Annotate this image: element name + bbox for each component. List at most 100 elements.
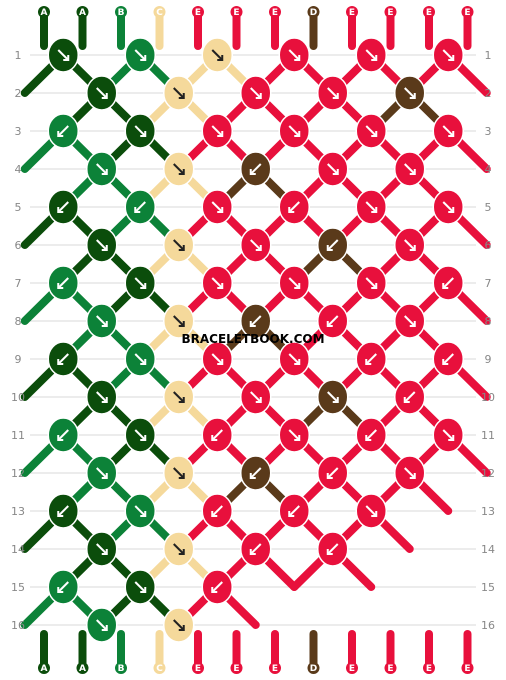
knot-arrowhead-icon xyxy=(211,435,218,441)
knot-arrow-icon xyxy=(96,87,108,99)
knot-arrowhead-icon xyxy=(249,473,256,479)
knot-arrow-icon xyxy=(404,315,416,327)
row-number-left: 14 xyxy=(11,543,25,556)
knot-arrowhead-icon xyxy=(249,549,256,555)
knot-arrow-icon xyxy=(96,467,108,479)
knot-arrow-icon xyxy=(404,239,416,251)
knot-arrowhead-icon xyxy=(365,359,372,365)
strand-letter-bottom: C xyxy=(156,664,163,674)
knot-arrow-icon xyxy=(250,315,262,327)
strand-badge xyxy=(192,662,204,674)
strand-letter-top: B xyxy=(118,8,125,18)
strand-badge xyxy=(230,6,243,18)
knot-arrow-icon xyxy=(404,467,416,479)
strand-badge xyxy=(115,6,127,18)
strand-badge xyxy=(307,662,320,674)
knot-arrowhead-icon xyxy=(294,435,301,441)
knot-arrowhead-icon xyxy=(332,169,339,175)
knot-arrow-icon xyxy=(57,429,69,441)
knot-arrowhead-icon xyxy=(101,93,108,99)
knot-arrowhead-icon xyxy=(448,55,455,61)
strand-badge xyxy=(38,6,50,18)
strand-badge xyxy=(153,6,166,18)
strand-badge xyxy=(423,6,435,18)
knot-arrowhead-icon xyxy=(288,207,295,213)
strand-badge xyxy=(192,6,204,18)
knot-arrow-icon xyxy=(250,391,262,403)
row-number-left: 2 xyxy=(15,87,22,100)
knot-arrow-icon xyxy=(57,125,69,137)
row-number-left: 9 xyxy=(15,353,22,366)
knot-arrow-icon xyxy=(96,543,108,555)
knot-arrowhead-icon xyxy=(294,283,301,289)
row-number-right: 11 xyxy=(481,429,495,442)
knot-arrowhead-icon xyxy=(448,131,455,137)
knot-arrow-icon xyxy=(250,163,262,175)
knot-arrowhead-icon xyxy=(134,207,141,213)
row-number-right: 10 xyxy=(481,391,495,404)
strand-letter-top: C xyxy=(156,8,163,18)
row-number-left: 12 xyxy=(11,467,25,480)
row-number-left: 6 xyxy=(15,239,22,252)
strand-letter-top: E xyxy=(233,8,239,18)
knot-arrow-icon xyxy=(57,49,69,61)
knot-layer xyxy=(47,37,464,643)
strand-badge xyxy=(346,6,358,18)
knot-arrowhead-icon xyxy=(255,93,262,99)
knot-arrow-icon xyxy=(365,125,377,137)
row-number-right: 5 xyxy=(485,201,492,214)
knot-arrow-icon xyxy=(57,353,69,365)
knot-arrowhead-icon xyxy=(57,587,64,593)
knot-arrowhead-icon xyxy=(211,587,218,593)
knot-arrow-icon xyxy=(288,125,300,137)
strand-letter-bottom: E xyxy=(387,664,393,674)
knot-arrow-icon xyxy=(173,467,185,479)
knot-arrowhead-icon xyxy=(140,587,147,593)
knot-arrowhead-icon xyxy=(371,55,378,61)
knot-arrowhead-icon xyxy=(371,207,378,213)
knot-arrowhead-icon xyxy=(57,435,64,441)
knot-arrowhead-icon xyxy=(326,549,333,555)
row-number-left: 15 xyxy=(11,581,25,594)
knot-arrowhead-icon xyxy=(178,397,185,403)
strand-badge xyxy=(230,662,243,674)
knot-arrowhead-icon xyxy=(409,245,416,251)
knot-arrow-icon xyxy=(57,505,69,517)
row-number-right: 3 xyxy=(485,125,492,138)
knot-arrowhead-icon xyxy=(326,321,333,327)
knot-arrowhead-icon xyxy=(249,169,256,175)
knot-arrow-icon xyxy=(365,505,377,517)
knot-arrowhead-icon xyxy=(249,321,256,327)
knot-arrowhead-icon xyxy=(217,55,224,61)
strand-badge xyxy=(76,662,89,674)
knot-arrow-icon xyxy=(442,201,454,213)
knot-arrow-icon xyxy=(250,467,262,479)
knot-arrowhead-icon xyxy=(101,397,108,403)
knot-arrowhead-icon xyxy=(101,245,108,251)
knot-arrow-icon xyxy=(211,125,223,137)
knot-arrowhead-icon xyxy=(57,511,64,517)
row-number-right: 7 xyxy=(485,277,492,290)
knot-arrowhead-icon xyxy=(217,131,224,137)
knot-arrowhead-icon xyxy=(101,473,108,479)
knot-arrow-icon xyxy=(250,543,262,555)
knot-arrow-icon xyxy=(57,581,69,593)
knot-arrowhead-icon xyxy=(140,131,147,137)
knot-arrow-icon xyxy=(57,201,69,213)
knot-arrowhead-icon xyxy=(448,207,455,213)
knot-arrow-icon xyxy=(288,201,300,213)
knot-arrowhead-icon xyxy=(409,321,416,327)
knot-arrowhead-icon xyxy=(178,473,185,479)
knot-arrow-icon xyxy=(96,239,108,251)
knot-arrowhead-icon xyxy=(140,511,147,517)
knot-arrow-icon xyxy=(365,201,377,213)
row-number-left: 4 xyxy=(15,163,22,176)
knot-arrowhead-icon xyxy=(57,207,64,213)
knot-arrowhead-icon xyxy=(371,511,378,517)
knot-arrow-icon xyxy=(365,353,377,365)
knot-arrowhead-icon xyxy=(294,359,301,365)
row-number-right: 8 xyxy=(485,315,492,328)
knot-arrow-icon xyxy=(134,201,146,213)
knot-arrow-icon xyxy=(442,125,454,137)
row-number-left: 1 xyxy=(15,49,22,62)
